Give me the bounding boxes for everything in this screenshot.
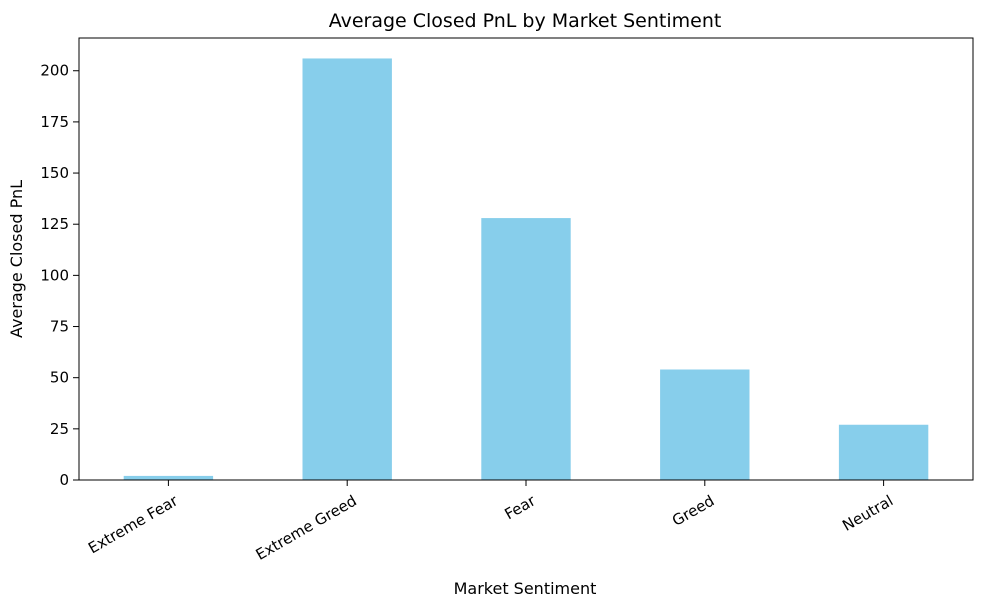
bar-3: [660, 369, 750, 480]
y-tick-label-6: 150: [40, 164, 69, 182]
y-tick-label-4: 100: [40, 266, 69, 284]
plot-frame: [78, 37, 974, 481]
y-tick-label-7: 175: [40, 113, 69, 131]
bar-4: [838, 424, 929, 480]
y-tick-label-1: 25: [50, 420, 69, 438]
y-tick-label-3: 75: [50, 318, 69, 336]
y-tick-label-2: 50: [50, 369, 69, 387]
bar-1: [302, 58, 392, 481]
y-tick-label-8: 200: [40, 62, 69, 80]
x-axis-title: Market Sentiment: [454, 579, 597, 598]
bar-0: [123, 475, 214, 480]
y-tick-label-0: 0: [59, 471, 69, 489]
y-axis-title: Average Closed PnL: [7, 180, 26, 338]
bar-2: [481, 218, 571, 480]
y-tick-label-5: 125: [40, 215, 69, 233]
chart-title: Average Closed PnL by Market Sentiment: [329, 10, 722, 32]
